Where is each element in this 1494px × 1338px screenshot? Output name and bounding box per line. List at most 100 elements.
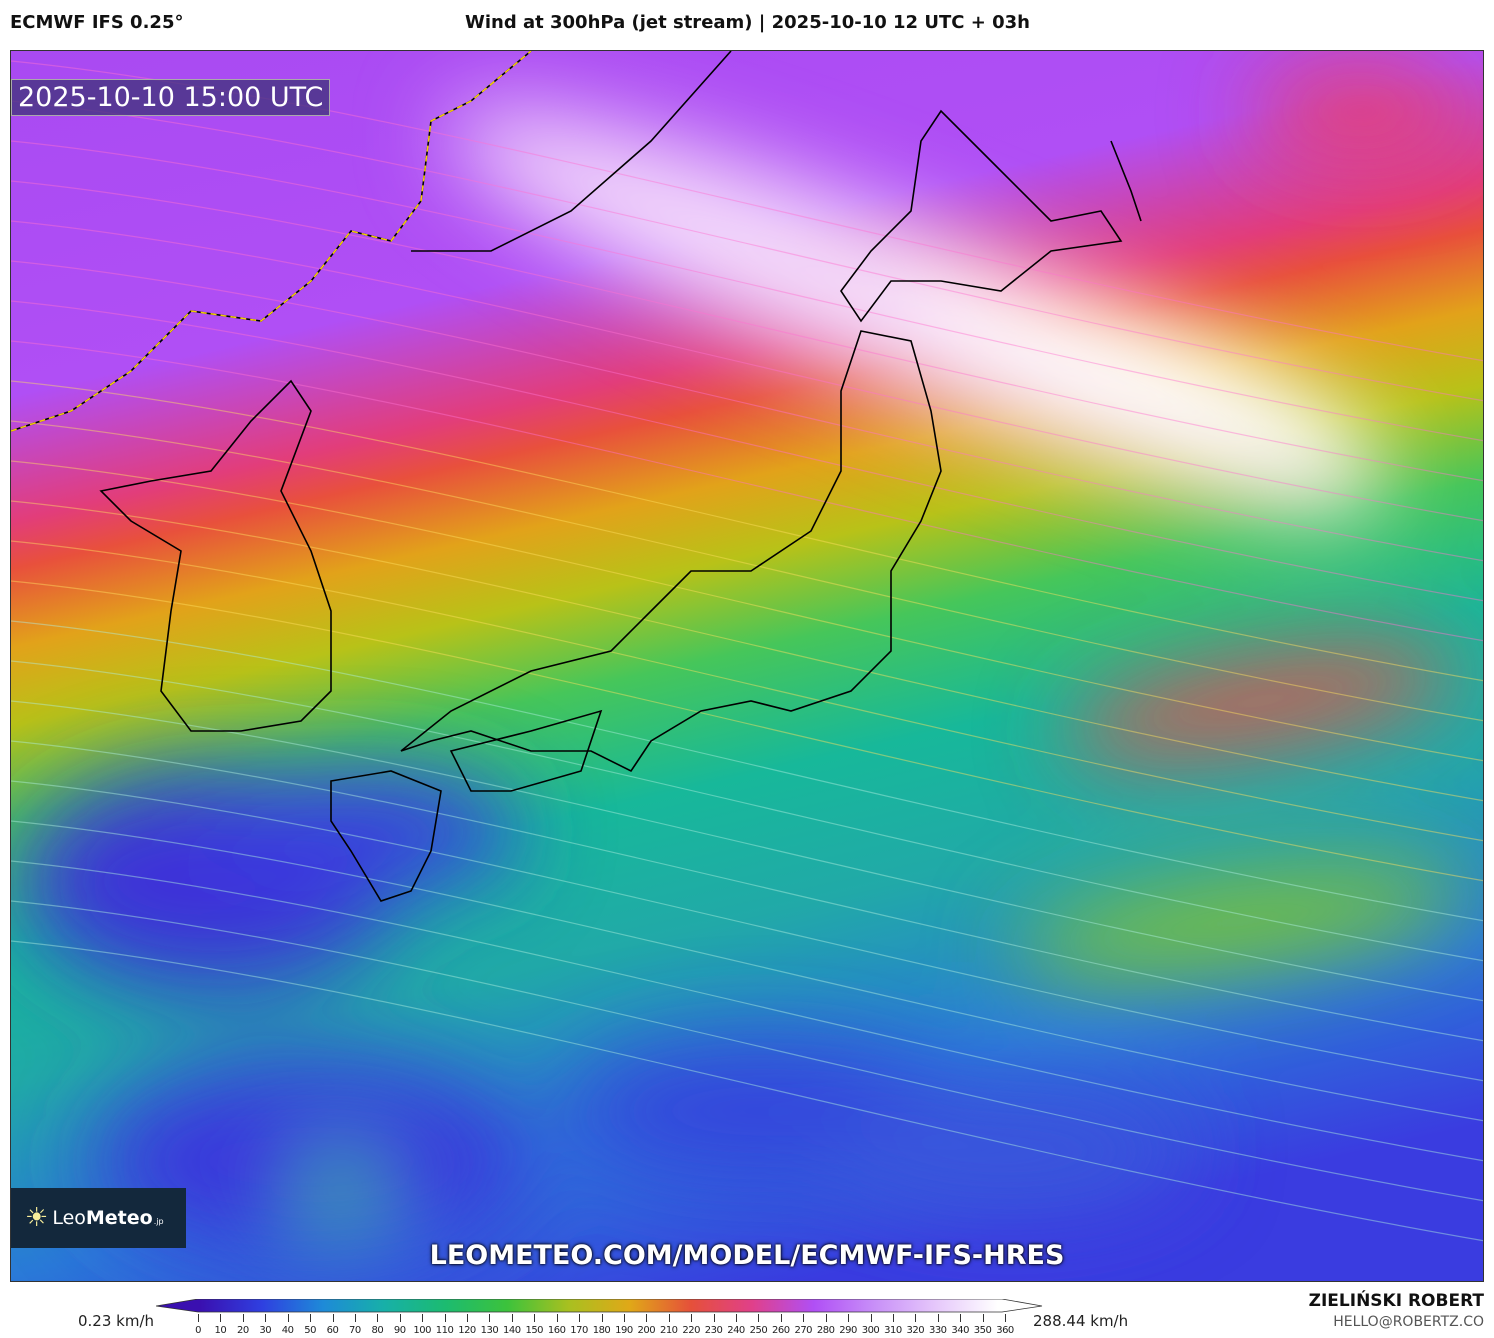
streamline	[11, 140, 1483, 442]
leometeo-logo[interactable]: ☀ Leo Meteo .jp	[11, 1188, 186, 1248]
colorbar-tick	[825, 1314, 827, 1322]
colorbar-tick	[198, 1314, 199, 1322]
streamline	[11, 100, 1483, 402]
colorbar-tick-label: 350	[973, 1325, 992, 1336]
colorbar-tick	[736, 1314, 737, 1322]
streamline	[11, 740, 1483, 1042]
streamline	[11, 580, 1483, 882]
valid-time-label: 2025-10-10 15:00 UTC	[11, 79, 331, 116]
border-china-nk	[11, 51, 532, 432]
colorbar-tick-label: 140	[503, 1325, 521, 1336]
colorbar-tick-label: 190	[615, 1325, 633, 1336]
watermark-url: LEOMETEO.COM/MODEL/ECMWF-IFS-HRES	[429, 1240, 1065, 1271]
colorbar-tick-label: 0	[195, 1325, 201, 1336]
colorbar-tick-label: 270	[794, 1325, 813, 1336]
colorbar-tick	[467, 1314, 468, 1322]
colorbar-tick	[579, 1314, 581, 1322]
sun-icon: ☀	[25, 1203, 49, 1233]
coast-sakhalin	[1110, 140, 1142, 222]
colorbar-tick	[399, 1314, 401, 1322]
author: ZIELIŃSKI ROBERT	[1308, 1291, 1484, 1311]
colorbar-max: 288.44 km/h	[1033, 1312, 1129, 1330]
colorbar-tick-label: 110	[435, 1325, 454, 1336]
streamline	[11, 860, 1483, 1162]
streamline	[11, 220, 1483, 522]
colorbar-tick	[623, 1314, 625, 1322]
colorbar-tick	[444, 1314, 446, 1322]
coast-honshu	[400, 330, 942, 773]
model-name: ECMWF IFS 0.25°	[10, 12, 184, 33]
wind-speed-field	[21, 66, 1471, 1261]
colorbar-tick-label: 10	[214, 1325, 227, 1336]
coast-russia	[411, 51, 732, 252]
colorbar-tick-label: 130	[480, 1325, 499, 1336]
colorbar-tick-label: 60	[326, 1325, 339, 1336]
streamline	[11, 780, 1483, 1082]
streamline	[11, 420, 1483, 722]
colorbar-tick	[892, 1314, 894, 1322]
colorbar-tick-label: 180	[592, 1325, 611, 1336]
colorbar-tick-label: 250	[749, 1325, 768, 1336]
streamline	[11, 380, 1483, 682]
streamline	[11, 180, 1483, 482]
colorbar-tick-label: 20	[236, 1325, 249, 1336]
colorbar-tick	[489, 1314, 491, 1322]
colorbar-tick-label: 100	[413, 1325, 431, 1336]
colorbar-tick	[668, 1314, 670, 1322]
streamline	[11, 700, 1483, 1002]
colorbar-tick	[758, 1314, 760, 1322]
coast-korea	[99, 379, 332, 732]
colorbar-tick-label: 50	[304, 1325, 316, 1336]
colorbar-tick-label: 310	[884, 1325, 902, 1336]
colorbar-tick	[377, 1314, 379, 1322]
colorbar-tick	[780, 1314, 782, 1322]
coast-hokkaido	[840, 109, 1123, 323]
colorbar-tick	[1005, 1314, 1006, 1322]
colorbar-tick-label: 90	[393, 1325, 406, 1336]
colorbar-tick-label: 330	[928, 1325, 947, 1336]
colorbar-tick	[242, 1314, 244, 1322]
colorbar-tick-label: 300	[861, 1325, 880, 1336]
colorbar-tick	[534, 1314, 536, 1322]
streamline	[11, 260, 1483, 562]
streamline	[11, 620, 1483, 922]
colorbar-tick-label: 30	[259, 1325, 272, 1336]
colorbar-tick-label: 320	[906, 1325, 925, 1336]
streamline	[11, 820, 1483, 1122]
colorbar-tick	[310, 1314, 312, 1322]
streamline	[11, 340, 1483, 642]
colorbar-tick-label: 290	[839, 1325, 857, 1336]
colorbar-tick-label: 220	[682, 1325, 700, 1336]
colorbar-tick-label: 340	[951, 1325, 969, 1336]
colorbar-tick-label: 260	[772, 1325, 790, 1336]
colorbar-tick	[713, 1314, 715, 1322]
colorbar-tick-label: 160	[547, 1325, 566, 1336]
colorbar-tick	[332, 1314, 334, 1322]
colorbar-tick	[511, 1314, 513, 1322]
streamline	[11, 900, 1483, 1202]
colorbar-tick	[646, 1314, 648, 1322]
colorbar-tick	[265, 1314, 267, 1322]
coast-shikoku	[449, 709, 603, 792]
colorbar-tick-label: 200	[637, 1325, 656, 1336]
colorbar-tick-label: 150	[525, 1325, 544, 1336]
colorbar-tick	[848, 1314, 850, 1322]
colorbar-tick-label: 210	[659, 1325, 678, 1336]
colorbar-tick-label: 230	[704, 1325, 723, 1336]
streamline	[11, 460, 1483, 762]
colorbar-tick-label: 120	[458, 1325, 476, 1336]
wind-map[interactable]: 2025-10-10 15:00 UTC	[10, 50, 1484, 1282]
colorbar	[156, 1299, 1043, 1313]
colorbar-tick	[803, 1314, 805, 1322]
colorbar-min: 0.23 km/h	[78, 1312, 155, 1330]
streamlines	[11, 60, 1483, 1242]
colorbar-tick-label: 80	[371, 1325, 384, 1336]
colorbar-tick-label: 240	[727, 1325, 745, 1336]
colorbar-tick	[287, 1314, 289, 1322]
colorbar-tick	[354, 1314, 356, 1322]
streamline	[11, 660, 1483, 962]
colorbar-tick-label: 360	[996, 1325, 1014, 1336]
colorbar-tick	[960, 1314, 962, 1322]
colorbar-tick	[870, 1314, 872, 1322]
streamline	[11, 300, 1483, 602]
